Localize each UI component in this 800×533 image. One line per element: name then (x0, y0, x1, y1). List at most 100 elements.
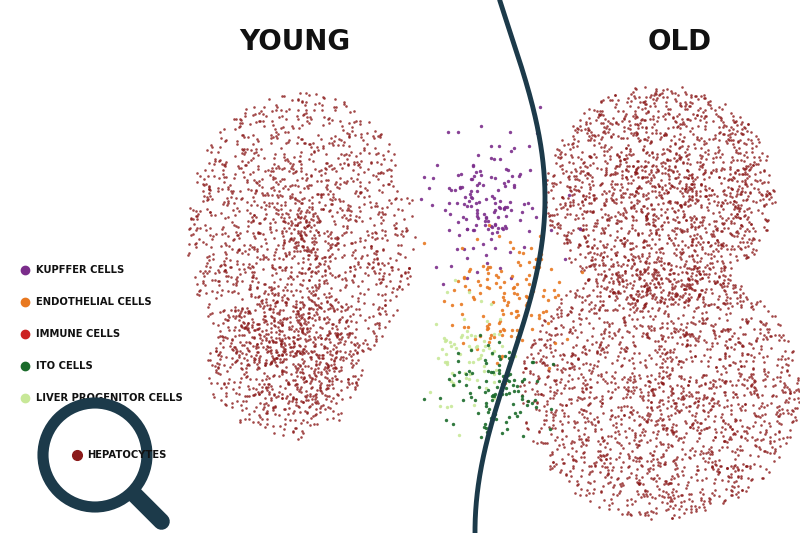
Point (294, 214, 306, 222)
Point (306, 244, 319, 252)
Point (589, 132, 602, 140)
Point (295, 227, 308, 235)
Point (741, 205, 754, 213)
Point (566, 362, 578, 371)
Point (214, 242, 227, 251)
Point (744, 189, 757, 197)
Point (710, 277, 723, 285)
Point (229, 124, 242, 133)
Point (583, 153, 596, 161)
Point (588, 136, 601, 144)
Point (270, 106, 282, 115)
Point (697, 454, 710, 462)
Point (732, 203, 745, 212)
Point (253, 117, 266, 125)
Point (270, 354, 282, 362)
Point (712, 292, 725, 301)
Point (611, 326, 624, 335)
Point (726, 284, 739, 292)
Point (670, 223, 683, 232)
Point (303, 276, 316, 285)
Point (514, 215, 526, 224)
Point (306, 290, 319, 299)
Point (690, 507, 703, 515)
Point (644, 200, 657, 209)
Point (322, 246, 334, 254)
Point (645, 321, 658, 330)
Point (187, 215, 200, 223)
Point (258, 332, 270, 341)
Point (373, 324, 386, 332)
Point (758, 330, 770, 339)
Point (503, 370, 516, 378)
Point (287, 302, 300, 310)
Point (658, 159, 671, 167)
Point (687, 332, 700, 340)
Point (628, 372, 641, 380)
Point (783, 370, 796, 379)
Point (716, 410, 729, 419)
Point (647, 270, 660, 279)
Point (327, 164, 340, 172)
Point (562, 190, 575, 199)
Point (522, 199, 534, 207)
Point (634, 307, 646, 316)
Point (589, 458, 602, 466)
Point (580, 414, 593, 423)
Point (442, 198, 455, 207)
Point (636, 144, 649, 153)
Point (298, 330, 311, 338)
Point (390, 187, 403, 195)
Point (576, 359, 589, 368)
Point (778, 336, 790, 344)
Point (242, 382, 254, 390)
Point (253, 109, 266, 117)
Point (314, 381, 326, 390)
Point (703, 300, 716, 309)
Point (732, 169, 745, 178)
Point (707, 399, 720, 408)
Point (381, 236, 394, 245)
Point (564, 185, 577, 194)
Point (298, 110, 310, 118)
Point (230, 227, 242, 236)
Point (720, 139, 733, 147)
Point (777, 409, 790, 417)
Point (692, 400, 705, 409)
Point (708, 479, 721, 488)
Point (439, 349, 452, 358)
Point (358, 183, 371, 192)
Point (374, 309, 386, 318)
Point (310, 393, 322, 401)
Point (278, 164, 290, 172)
Point (213, 349, 226, 358)
Point (290, 364, 302, 373)
Point (690, 336, 702, 345)
Point (294, 349, 307, 358)
Point (587, 309, 600, 318)
Point (577, 224, 590, 233)
Point (294, 319, 306, 327)
Point (741, 318, 754, 326)
Point (673, 357, 686, 365)
Point (494, 354, 507, 362)
Point (640, 333, 653, 341)
Point (565, 394, 578, 403)
Point (604, 171, 617, 180)
Point (375, 160, 388, 168)
Point (741, 350, 754, 358)
Point (578, 232, 591, 241)
Point (614, 180, 627, 188)
Point (670, 487, 682, 496)
Point (587, 324, 600, 332)
Point (316, 354, 329, 362)
Point (603, 459, 616, 467)
Point (717, 499, 730, 507)
Point (315, 370, 328, 378)
Point (609, 434, 622, 442)
Point (760, 192, 773, 200)
Point (282, 333, 294, 342)
Point (663, 497, 676, 505)
Point (254, 331, 266, 340)
Point (292, 346, 305, 355)
